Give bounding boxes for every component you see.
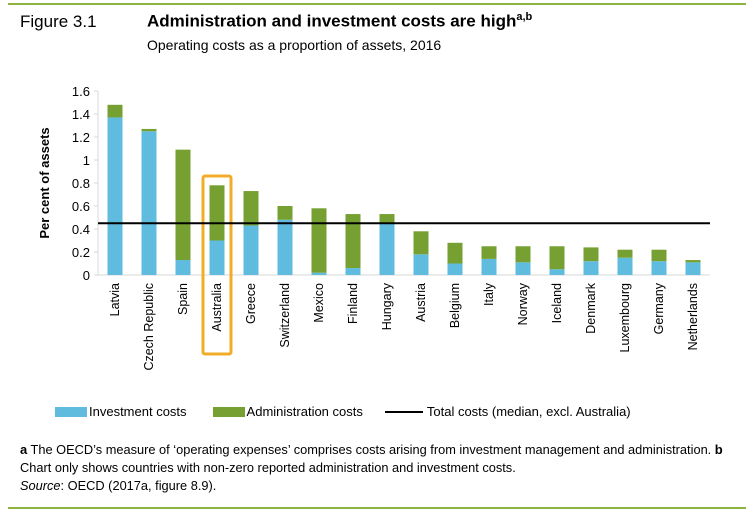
y-tick-label: 0.6 bbox=[72, 199, 90, 214]
x-tick-label: Italy bbox=[482, 282, 496, 306]
legend: Investment costs Administration costs To… bbox=[55, 404, 639, 419]
investment-bar bbox=[447, 263, 463, 275]
investment-bar bbox=[107, 117, 123, 275]
administration-bar bbox=[583, 247, 599, 262]
x-tick-label: Finland bbox=[346, 283, 360, 324]
legend-administration: Administration costs bbox=[212, 404, 363, 419]
chart-title: Administration and investment costs are … bbox=[147, 11, 532, 32]
investment-bar bbox=[617, 257, 633, 275]
highlight-box bbox=[201, 174, 233, 356]
investment-bar bbox=[243, 225, 259, 275]
investment-bar bbox=[141, 131, 157, 275]
x-tick-label: Denmark bbox=[584, 282, 598, 333]
administration-bar bbox=[107, 104, 123, 118]
investment-bar bbox=[379, 223, 395, 275]
administration-bar bbox=[447, 242, 463, 264]
administration-bar bbox=[175, 149, 191, 261]
administration-bar bbox=[515, 246, 531, 263]
y-tick-label: 0.2 bbox=[72, 245, 90, 260]
x-tick-label: Switzerland bbox=[278, 283, 292, 348]
x-tick-label: Australia bbox=[210, 283, 224, 332]
administration-bar bbox=[209, 185, 225, 241]
administration-bar bbox=[141, 128, 157, 132]
administration-bar bbox=[277, 206, 293, 220]
legend-label: Investment costs bbox=[89, 404, 187, 419]
bar-chart: 0 0.2 0.4 0.6 0.8 1 1.2 1.4 1.6 Latvia Czech Repu… bbox=[37, 84, 710, 371]
x-tick-label: Latvia bbox=[108, 283, 122, 316]
administration-bar bbox=[379, 214, 395, 224]
footnote-a: The OECD’s measure of ‘operating expense… bbox=[27, 442, 715, 457]
investment-bar bbox=[651, 261, 667, 275]
footnote-b: Chart only shows countries with non-zero… bbox=[20, 460, 516, 475]
title-superscript: a,b bbox=[516, 11, 533, 23]
median-line-swatch bbox=[384, 410, 423, 413]
x-tick-label: Luxembourg bbox=[618, 283, 632, 353]
x-tick-label: Netherlands bbox=[686, 283, 700, 350]
administration-bar bbox=[617, 249, 633, 258]
x-tick-label: Mexico bbox=[312, 283, 326, 323]
footnote-b-mark: b bbox=[714, 442, 723, 457]
legend-label: Administration costs bbox=[246, 404, 363, 419]
y-tick-label: 0.8 bbox=[72, 176, 90, 191]
x-tick-label: Spain bbox=[176, 283, 190, 315]
investment-bar bbox=[175, 260, 191, 275]
administration-bar bbox=[685, 260, 701, 263]
y-tick-label: 0 bbox=[83, 268, 90, 283]
footnotes: a The OECD’s measure of ‘operating expen… bbox=[20, 441, 740, 495]
investment-bar bbox=[515, 262, 531, 275]
administration-bar bbox=[243, 191, 259, 226]
source-label: Source bbox=[20, 478, 61, 493]
investment-bar bbox=[549, 269, 565, 275]
investment-bar bbox=[413, 254, 429, 275]
x-tick-label: Czech Republic bbox=[142, 283, 156, 371]
administration-bar bbox=[481, 246, 497, 259]
y-axis: 0 0.2 0.4 0.6 0.8 1 1.2 1.4 1.6 bbox=[72, 84, 710, 283]
y-tick-label: 0.4 bbox=[72, 222, 90, 237]
administration-bar bbox=[651, 249, 667, 262]
x-tick-label: Germany bbox=[652, 282, 666, 334]
investment-bar bbox=[311, 272, 327, 275]
source-text: : OECD (2017a, figure 8.9). bbox=[60, 478, 217, 493]
investment-bar bbox=[481, 258, 497, 275]
x-tick-label: Greece bbox=[244, 283, 258, 324]
investment-swatch bbox=[55, 406, 87, 417]
legend-median: Total costs (median, excl. Australia) bbox=[384, 404, 631, 419]
legend-investment: Investment costs bbox=[55, 404, 187, 419]
investment-bar bbox=[277, 219, 293, 275]
y-tick-label: 1.2 bbox=[72, 130, 90, 145]
footnote-a-mark: a bbox=[20, 442, 28, 457]
investment-bar bbox=[685, 262, 701, 275]
y-axis-label: Per cent of assets bbox=[37, 127, 52, 238]
investment-bar bbox=[209, 240, 225, 275]
figure-number: Figure 3.1 bbox=[20, 12, 97, 31]
y-tick-label: 1 bbox=[83, 153, 90, 168]
bottom-rule bbox=[8, 507, 746, 509]
top-rule bbox=[8, 3, 746, 5]
administration-bar bbox=[549, 246, 565, 270]
administration-bar bbox=[345, 214, 361, 269]
x-tick-label: Norway bbox=[516, 282, 530, 325]
investment-bar bbox=[583, 261, 599, 275]
administration-bar bbox=[413, 231, 429, 255]
chart-subtitle: Operating costs as a proportion of asset… bbox=[147, 37, 442, 53]
bars bbox=[98, 104, 710, 356]
x-axis-labels: Latvia Czech Republic Spain Australia Greece… bbox=[108, 282, 700, 370]
investment-bar bbox=[345, 268, 361, 275]
x-tick-label: Belgium bbox=[448, 283, 462, 328]
x-tick-label: Austria bbox=[414, 283, 428, 322]
y-tick-label: 1.6 bbox=[72, 84, 90, 99]
x-tick-label: Hungary bbox=[380, 282, 394, 330]
x-tick-label: Iceland bbox=[550, 283, 564, 323]
legend-label: Total costs (median, excl. Australia) bbox=[426, 404, 631, 419]
administration-bar bbox=[311, 208, 327, 273]
y-tick-label: 1.4 bbox=[72, 107, 90, 122]
administration-swatch bbox=[212, 406, 245, 417]
title-text: Administration and investment costs are … bbox=[147, 11, 517, 31]
